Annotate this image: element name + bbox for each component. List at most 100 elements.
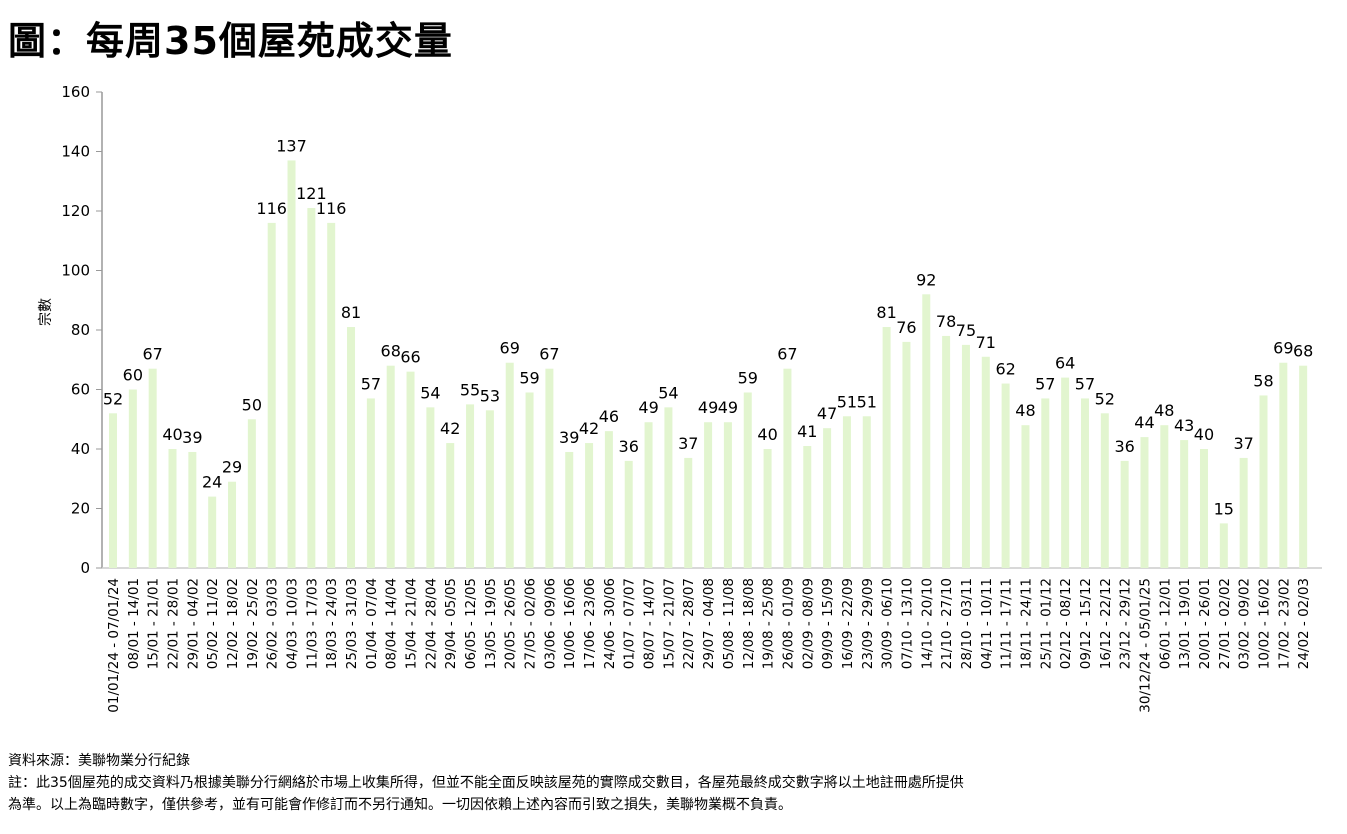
data-label: 57 [1075, 374, 1095, 393]
data-label: 40 [162, 425, 182, 444]
bar [148, 368, 157, 568]
disclaimer-line-2: 為準。以上為臨時數字，僅供參考，並有可能會作修訂而不另行通知。一切因依賴上述內容… [8, 797, 792, 813]
bar [128, 389, 137, 568]
data-label: 58 [1253, 371, 1273, 390]
bar [1120, 460, 1129, 568]
data-label: 69 [1273, 339, 1293, 358]
bar [426, 407, 435, 568]
data-label: 44 [1134, 413, 1154, 432]
data-label: 24 [202, 473, 222, 492]
x-tick-label: 03/06 - 09/06 [542, 578, 558, 669]
x-tick-label: 12/02 - 18/02 [225, 578, 241, 669]
data-label: 52 [1095, 389, 1115, 408]
data-label: 57 [361, 374, 381, 393]
data-label: 81 [341, 303, 361, 322]
bar [604, 431, 613, 568]
x-tick-label: 22/07 - 28/07 [681, 578, 697, 669]
notes: 資料來源：美聯物業分行紀錄 註：此35個屋苑的成交資料乃根據美聯分行網絡於市場上… [8, 750, 964, 816]
bar [1001, 383, 1010, 568]
data-label: 48 [1154, 401, 1174, 420]
bar [842, 416, 851, 568]
x-tick-label: 05/02 - 11/02 [205, 578, 221, 669]
bar [168, 449, 177, 568]
data-label: 49 [638, 398, 658, 417]
x-tick-label: 30/09 - 06/10 [880, 578, 896, 669]
x-tick-label: 27/01 - 02/02 [1217, 578, 1233, 669]
bar [723, 422, 732, 568]
bar [1140, 437, 1149, 568]
data-label: 69 [500, 339, 520, 358]
bar [1279, 362, 1288, 568]
bar [247, 419, 256, 568]
bar [287, 160, 296, 569]
y-tick-label: 100 [61, 262, 90, 280]
bar [307, 208, 316, 568]
bar [1021, 425, 1030, 568]
x-tick-label: 01/04 - 07/04 [364, 578, 380, 669]
data-label: 53 [480, 386, 500, 405]
x-tick-label: 02/12 - 08/12 [1058, 578, 1074, 669]
bar [1199, 449, 1208, 568]
x-tick-label: 30/12/24 - 05/01/25 [1137, 578, 1153, 713]
x-tick-label: 08/07 - 14/07 [642, 578, 658, 669]
data-label: 121 [296, 184, 327, 203]
data-label: 49 [698, 398, 718, 417]
y-tick-label: 160 [61, 83, 90, 101]
x-tick-label: 08/04 - 14/04 [384, 578, 400, 669]
data-label: 67 [539, 345, 559, 364]
x-tick-label: 04/11 - 10/11 [979, 578, 995, 669]
bar [1080, 398, 1089, 568]
disclaimer-line-1: 註：此35個屋苑的成交資料乃根據美聯分行網絡於市場上收集所得，但並不能全面反映該… [8, 775, 964, 791]
data-label: 78 [936, 312, 956, 331]
bar [763, 449, 772, 568]
x-tick-label: 28/10 - 03/11 [959, 578, 975, 669]
data-label: 36 [619, 437, 639, 456]
x-tick-label: 06/05 - 12/05 [463, 578, 479, 669]
x-tick-label: 27/05 - 02/06 [523, 578, 539, 669]
data-label: 40 [757, 425, 777, 444]
bar [466, 404, 475, 568]
x-tick-label: 23/09 - 29/09 [860, 578, 876, 669]
bar [862, 416, 871, 568]
y-tick-label: 80 [71, 321, 90, 339]
bar [981, 356, 990, 568]
x-tick-label: 29/01 - 04/02 [185, 578, 201, 669]
x-tick-label: 03/02 - 09/02 [1237, 578, 1253, 669]
bar [1239, 457, 1248, 568]
bar [624, 460, 633, 568]
chart-title: 圖：每周35個屋苑成交量 [8, 19, 453, 63]
data-label: 75 [956, 321, 976, 340]
bar [1219, 523, 1228, 568]
data-label: 37 [1233, 434, 1253, 453]
bar [208, 496, 217, 568]
data-label: 43 [1174, 416, 1194, 435]
x-tick-label: 06/01 - 12/01 [1157, 578, 1173, 669]
data-label: 15 [1214, 499, 1234, 518]
x-tick-label: 11/11 - 17/11 [999, 578, 1015, 669]
data-label: 51 [837, 392, 857, 411]
data-label: 66 [400, 348, 420, 367]
x-tick-label: 24/02 - 02/03 [1296, 578, 1312, 669]
bar [1100, 413, 1109, 568]
bar [565, 451, 574, 568]
x-tick-label: 07/10 - 13/10 [899, 578, 915, 669]
bar [366, 398, 375, 568]
x-tick-label: 26/08 - 01/09 [780, 578, 796, 669]
data-label: 68 [1293, 342, 1313, 361]
y-tick-label: 140 [61, 143, 90, 161]
x-tick-label: 20/01 - 26/01 [1197, 578, 1213, 669]
data-label: 37 [678, 434, 698, 453]
x-tick-label: 15/01 - 21/01 [146, 578, 162, 669]
x-tick-label: 04/03 - 10/03 [285, 578, 301, 669]
data-label: 62 [995, 360, 1015, 379]
bar [902, 341, 911, 568]
x-tick-label: 02/09 - 08/09 [800, 578, 816, 669]
data-label: 116 [256, 199, 287, 218]
data-label: 76 [896, 318, 916, 337]
x-tick-label: 18/03 - 24/03 [324, 578, 340, 669]
x-tick-label: 26/02 - 03/03 [265, 578, 281, 669]
x-tick-label: 11/03 - 17/03 [304, 578, 320, 669]
x-tick-label: 29/07 - 04/08 [701, 578, 717, 669]
x-tick-label: 22/04 - 28/04 [423, 578, 439, 669]
